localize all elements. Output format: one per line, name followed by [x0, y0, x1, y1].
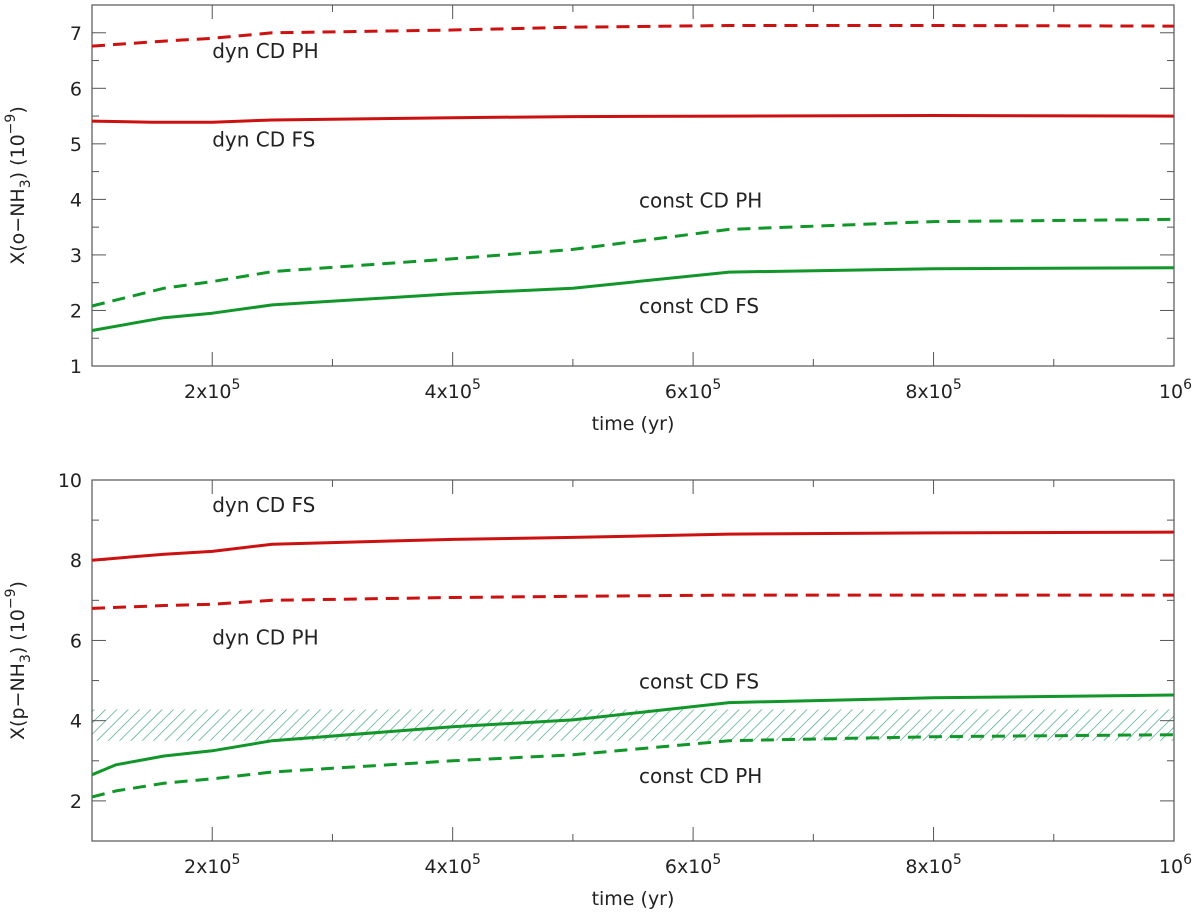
- y-axis-title: X(o−NH3) (10−9): [3, 106, 34, 265]
- x-tick-label: 8x105: [905, 377, 961, 403]
- chart-panel-o-nh3: 1 2 3 4 5 6 7 2x105 4x105 6x105 8x105 106 time (yr) X…: [3, 4, 1192, 435]
- series-annotation: const CD PH: [639, 764, 762, 788]
- series-line-dyn-cd-ph: [91, 593, 1174, 610]
- y-tick-label: 2: [70, 300, 82, 322]
- series-line-const-cd-fs: [91, 266, 1175, 332]
- y-tick-label: 4: [70, 189, 82, 211]
- series-annotation: dyn CD FS: [212, 128, 315, 152]
- series-annotation: dyn CD PH: [212, 625, 318, 649]
- series-annotation: dyn CD PH: [212, 39, 318, 63]
- series-line-dyn-cd-fs: [91, 530, 1175, 562]
- y-tick-label: 8: [70, 550, 82, 572]
- series-annotation: const CD PH: [639, 189, 762, 213]
- plot-frame: [91, 479, 1175, 842]
- y-tick-label: 6: [70, 78, 82, 100]
- series-line-dyn-cd-ph: [91, 24, 1175, 48]
- plot-frame: [91, 4, 1175, 367]
- x-tick-label: 106: [1159, 852, 1192, 878]
- y-tick-label: 6: [70, 630, 82, 652]
- x-tick-label: 2x105: [184, 852, 240, 878]
- x-axis-title: time (yr): [592, 413, 675, 435]
- x-tick-label: 2x105: [184, 377, 240, 403]
- series-line-const-cd-fs: [91, 693, 1175, 777]
- x-tick-label: 4x105: [424, 852, 480, 878]
- y-tick-label: 1: [70, 356, 82, 378]
- x-tick-label: 4x105: [424, 377, 480, 403]
- x-tick-label: 6x105: [665, 377, 721, 403]
- y-tick-label: 7: [70, 23, 82, 45]
- series-annotation: const CD FS: [639, 294, 759, 318]
- series-annotation: dyn CD FS: [212, 493, 315, 517]
- series-line-const-cd-ph: [91, 733, 1175, 799]
- x-tick-label: 6x105: [665, 852, 721, 878]
- y-tick-label: 2: [70, 791, 82, 813]
- x-tick-label: 106: [1159, 377, 1192, 403]
- series-line-dyn-cd-fs: [91, 114, 1175, 124]
- x-axis-title: time (yr): [592, 888, 675, 910]
- y-tick-label: 3: [70, 245, 82, 267]
- y-tick-label: 10: [58, 470, 82, 492]
- series-annotation: const CD FS: [639, 670, 759, 694]
- y-tick-label: 5: [70, 134, 82, 156]
- chart-panel-p-nh3: 2 4 6 8 10 2x105 4x105 6x105 8x105 106 time (yr) X(…: [3, 470, 1192, 910]
- series-line-const-cd-ph: [91, 217, 1175, 308]
- x-tick-label: 8x105: [905, 852, 961, 878]
- y-tick-label: 4: [70, 711, 82, 733]
- y-axis-title: X(p−NH3) (10−9): [3, 581, 34, 740]
